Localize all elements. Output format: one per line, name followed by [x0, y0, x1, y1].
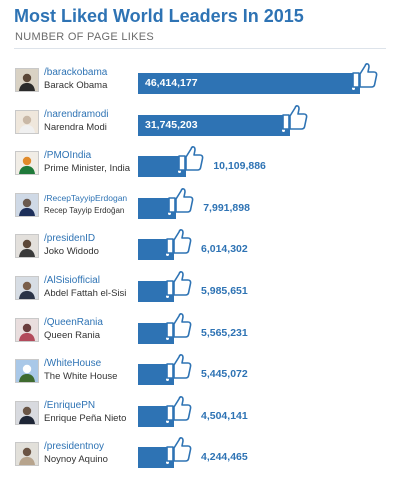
profile-photo [15, 68, 39, 92]
page-handle: /presidenID [44, 233, 96, 245]
leader-name: Noynoy Aquino [44, 454, 108, 466]
profile-photo [15, 442, 39, 467]
bar-dot [166, 253, 169, 257]
page-handle: /presidentnoy [44, 441, 105, 453]
thumbs-up-icon [164, 268, 192, 298]
leader-row: /barackobama Barack Obama 46,414,177 [0, 59, 400, 101]
value-label: 4,504,141 [201, 409, 248, 422]
title-divider [14, 48, 386, 49]
leader-row: /RecepTayyipErdogan Recep Tayyip Erdoğan 7… [0, 184, 400, 226]
thumbs-up-icon [164, 226, 192, 256]
bar [138, 114, 290, 136]
profile-photo [15, 400, 39, 425]
bar [138, 364, 174, 386]
value-label: 7,991,898 [203, 201, 250, 214]
profile-photo [15, 359, 39, 384]
leader-row: /WhiteHouse The White House 5,445,072 [0, 350, 400, 392]
thumbs-up-icon [164, 434, 192, 464]
value-label: 5,985,651 [201, 285, 248, 297]
leader-name: Narendra Modi [44, 121, 107, 133]
bar [138, 73, 360, 94]
leader-row: /QueenRania Queen Rania 5,565,231 [0, 309, 400, 351]
leader-name: Abdel Fattah el-Sisi [44, 288, 127, 299]
bar-dot [352, 87, 355, 90]
page-handle: /AlSisiofficial [44, 275, 100, 286]
value-label: 31,745,203 [145, 118, 198, 131]
chart-title: Most Liked World Leaders In 2015 [14, 6, 304, 26]
page-handle: /narendramodi [44, 108, 109, 120]
value-label: 10,109,886 [213, 160, 266, 173]
thumbs-up-icon [350, 60, 378, 90]
thumbs-up-icon [176, 143, 204, 173]
bar-dot [166, 461, 169, 465]
value-label: 6,014,302 [201, 243, 248, 256]
leader-name: Prime Minister, India [44, 163, 131, 175]
bar-dot [166, 336, 169, 340]
bar [138, 447, 174, 469]
page-handle: /QueenRania [44, 316, 103, 328]
bar-dot [168, 211, 172, 215]
bar-dot [281, 128, 285, 132]
thumbs-up-icon [164, 351, 192, 381]
value-label: 4,244,465 [201, 451, 248, 464]
thumbs-up-icon [166, 185, 194, 215]
profile-photo [15, 109, 39, 134]
profile-photo [15, 151, 39, 176]
thumbs-up-icon [280, 102, 308, 132]
leader-row: /EnriquePN Enrique Peña Nieto 4,504,141 [0, 392, 400, 434]
bar [138, 281, 174, 302]
leader-name: Queen Rania [44, 329, 100, 341]
profile-photo [15, 192, 39, 217]
page-handle: /RecepTayyipErdogan [44, 192, 128, 203]
bar [138, 156, 187, 178]
chart-subtitle: NUMBER OF PAGE LIKES [15, 31, 155, 43]
leader-row: /presidentnoy Noynoy Aquino 4,244,465 [0, 433, 400, 475]
leader-row: /presidenID Joko Widodo 6,014,302 [0, 225, 400, 267]
page-handle: /PMOIndia [44, 150, 92, 162]
bar-dot [166, 378, 169, 382]
profile-photo [15, 317, 39, 342]
profile-photo [15, 276, 39, 300]
bar [138, 197, 177, 219]
leader-row: /narendramodi Narendra Modi 31,745,203 [0, 101, 400, 143]
value-label: 46,414,177 [145, 77, 198, 89]
thumbs-up-icon [164, 310, 192, 340]
bar-dot [178, 170, 182, 174]
thumbs-up-icon [164, 393, 192, 423]
leader-name: Enrique Peña Nieto [44, 412, 127, 424]
page-handle: /barackobama [44, 67, 108, 78]
leader-name: Barack Obama [44, 80, 108, 91]
profile-photo [15, 234, 39, 259]
bar [138, 405, 174, 427]
leader-name: Joko Widodo [44, 246, 99, 258]
page-handle: /EnriquePN [44, 399, 96, 411]
bar-dot [166, 419, 169, 423]
value-label: 5,445,072 [201, 368, 248, 381]
leader-row: /PMOIndia Prime Minister, India 10,109,886 [0, 142, 400, 184]
page-handle: /WhiteHouse [44, 358, 102, 370]
value-label: 5,565,231 [201, 326, 248, 339]
leader-row: /AlSisiofficial Abdel Fattah el-Sisi 5,985… [0, 267, 400, 309]
bar [138, 322, 174, 344]
bar [138, 239, 174, 261]
leader-name: The White House [44, 371, 118, 383]
leader-name: Recep Tayyip Erdoğan [44, 205, 125, 215]
bar-dot [166, 295, 169, 298]
